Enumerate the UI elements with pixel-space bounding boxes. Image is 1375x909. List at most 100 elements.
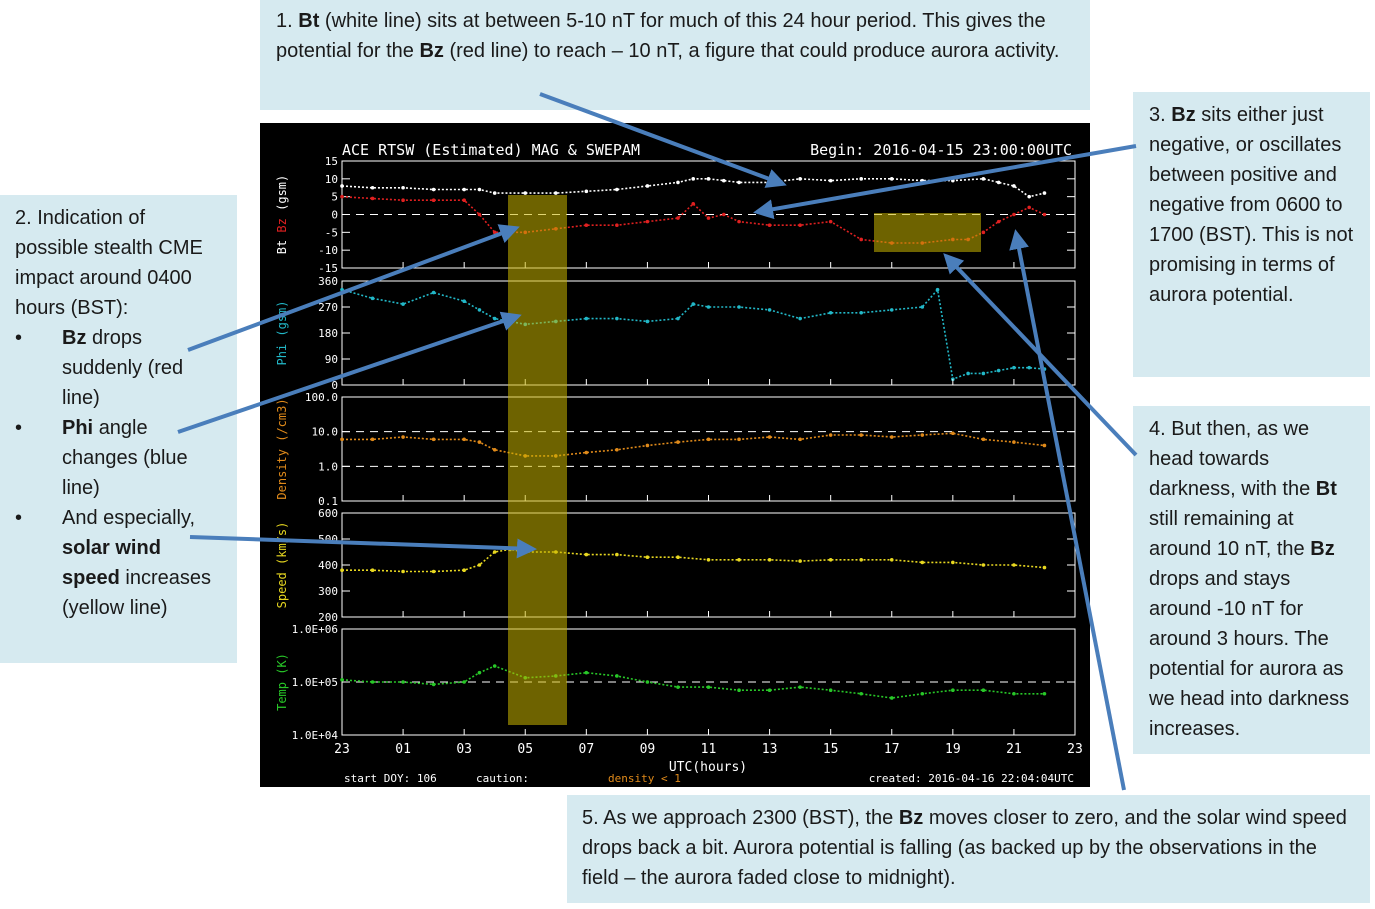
- data-point-density: [645, 443, 650, 448]
- x-tick-label: 23: [334, 742, 350, 757]
- data-point-bz: [721, 212, 726, 217]
- y-tick-label-phi: 270: [318, 301, 338, 314]
- data-point-density: [370, 437, 375, 442]
- data-point-bt: [828, 178, 833, 183]
- data-point-bt: [889, 177, 894, 181]
- data-point-temp: [951, 688, 955, 693]
- y-tick-label-density: 1.0: [318, 460, 338, 473]
- data-point-phi: [477, 308, 482, 312]
- data-point-phi: [1027, 365, 1031, 370]
- data-point-bt: [615, 187, 619, 192]
- data-point-phi: [431, 290, 436, 295]
- data-point-bt: [492, 191, 497, 195]
- data-point-temp: [615, 674, 619, 678]
- y-axis-label-density: Density (/cm3): [275, 398, 289, 499]
- data-point-speed: [1042, 565, 1047, 570]
- bullet-dot: •: [15, 327, 23, 349]
- data-point-phi: [996, 368, 1001, 373]
- data-point-bz: [370, 196, 375, 201]
- data-point-bt: [431, 187, 436, 192]
- y-axis-label-gsm: (gsm): [275, 175, 289, 211]
- note2-speed-text: And especially,: [62, 507, 196, 529]
- data-point-bz: [431, 198, 436, 203]
- data-point-temp: [370, 680, 375, 684]
- note1-number: 1.: [276, 10, 293, 32]
- data-point-bt: [798, 177, 802, 181]
- data-point-bz: [828, 219, 833, 224]
- y-axis-label-mag: Bt Bz (gsm): [275, 175, 289, 255]
- data-point-bt: [737, 180, 741, 185]
- y-tick-label-speed: 600: [318, 507, 338, 520]
- x-tick-label: 01: [395, 742, 411, 757]
- data-point-temp: [584, 670, 589, 675]
- data-point-speed: [920, 560, 925, 565]
- data-point-density: [920, 433, 925, 437]
- data-point-density: [1012, 440, 1016, 444]
- data-point-bz: [676, 216, 680, 220]
- footer-created: created: 2016-04-16 22:04:04UTC: [869, 772, 1074, 785]
- data-point-phi: [737, 305, 741, 309]
- data-point-density: [828, 433, 833, 437]
- data-point-bt: [584, 189, 589, 194]
- data-point-temp: [981, 688, 986, 693]
- y-tick-label-mag: -5: [325, 226, 338, 239]
- note2-speed-end: increases (yellow line): [62, 567, 211, 619]
- x-axis-label: UTC(hours): [669, 760, 747, 775]
- y-tick-label-density: 0.1: [318, 495, 338, 508]
- data-point-phi: [889, 308, 894, 312]
- data-point-bt: [462, 187, 466, 192]
- annotation-note-4: 4. But then, as we head towards darkness…: [1133, 406, 1370, 754]
- data-point-temp: [798, 685, 802, 689]
- data-point-bt: [721, 178, 726, 183]
- data-point-density: [1042, 443, 1047, 448]
- note4-text-c: drops and stays around -10 nT for around…: [1149, 568, 1350, 740]
- data-point-bz: [584, 223, 589, 227]
- y-axis-label-temp: Temp (K): [275, 653, 289, 711]
- data-point-phi: [615, 316, 619, 321]
- data-point-bz: [615, 223, 619, 227]
- data-point-bz: [706, 216, 711, 220]
- data-point-temp: [462, 680, 466, 684]
- data-point-phi: [691, 302, 696, 306]
- note4-text-a: 4. But then, as we head towards darkness…: [1149, 418, 1311, 500]
- footer-start-doy: start DOY: 106: [344, 772, 437, 785]
- data-point-bt: [340, 184, 344, 188]
- data-point-bz: [477, 212, 482, 217]
- data-point-bt: [1042, 191, 1047, 195]
- y-axis-label-speed: Speed (km/s): [275, 522, 289, 609]
- data-point-density: [767, 435, 772, 439]
- x-tick-label: 23: [1067, 742, 1083, 757]
- note2-bullet-speed: • And especially, solar wind speed incre…: [15, 503, 222, 623]
- data-point-bz: [492, 230, 497, 235]
- data-point-phi: [401, 302, 405, 306]
- data-point-bz: [401, 198, 405, 203]
- data-point-phi: [981, 371, 986, 376]
- data-point-temp: [767, 688, 772, 693]
- data-point-bt: [981, 177, 986, 181]
- data-point-density: [401, 435, 405, 439]
- x-tick-label: 07: [579, 742, 595, 757]
- data-point-speed: [401, 569, 405, 574]
- data-point-bt: [1012, 184, 1016, 188]
- annotation-note-2: 2. Indication of possible stealth CME im…: [0, 195, 237, 663]
- data-point-bt: [645, 184, 650, 188]
- y-tick-label-speed: 400: [318, 559, 338, 572]
- data-point-density: [340, 437, 344, 442]
- data-point-temp: [1042, 691, 1047, 696]
- data-point-bz: [1027, 205, 1031, 210]
- data-point-bz: [1012, 212, 1016, 217]
- data-point-bt: [401, 185, 405, 190]
- data-point-bt: [706, 177, 711, 181]
- bullet-dot: •: [15, 417, 23, 439]
- y-axis-label-phi: Phi (gsm): [275, 300, 289, 365]
- data-point-speed: [492, 550, 497, 554]
- data-point-bz: [340, 194, 344, 199]
- data-point-density: [477, 440, 482, 444]
- data-point-density: [462, 437, 466, 442]
- data-point-bz: [462, 198, 466, 203]
- data-point-density: [737, 437, 741, 442]
- footer-caution: caution:: [476, 772, 529, 785]
- note2-bullet-phi: • Phi angle changes (blue line): [15, 413, 222, 503]
- data-point-phi: [462, 299, 466, 304]
- data-point-temp: [492, 664, 497, 668]
